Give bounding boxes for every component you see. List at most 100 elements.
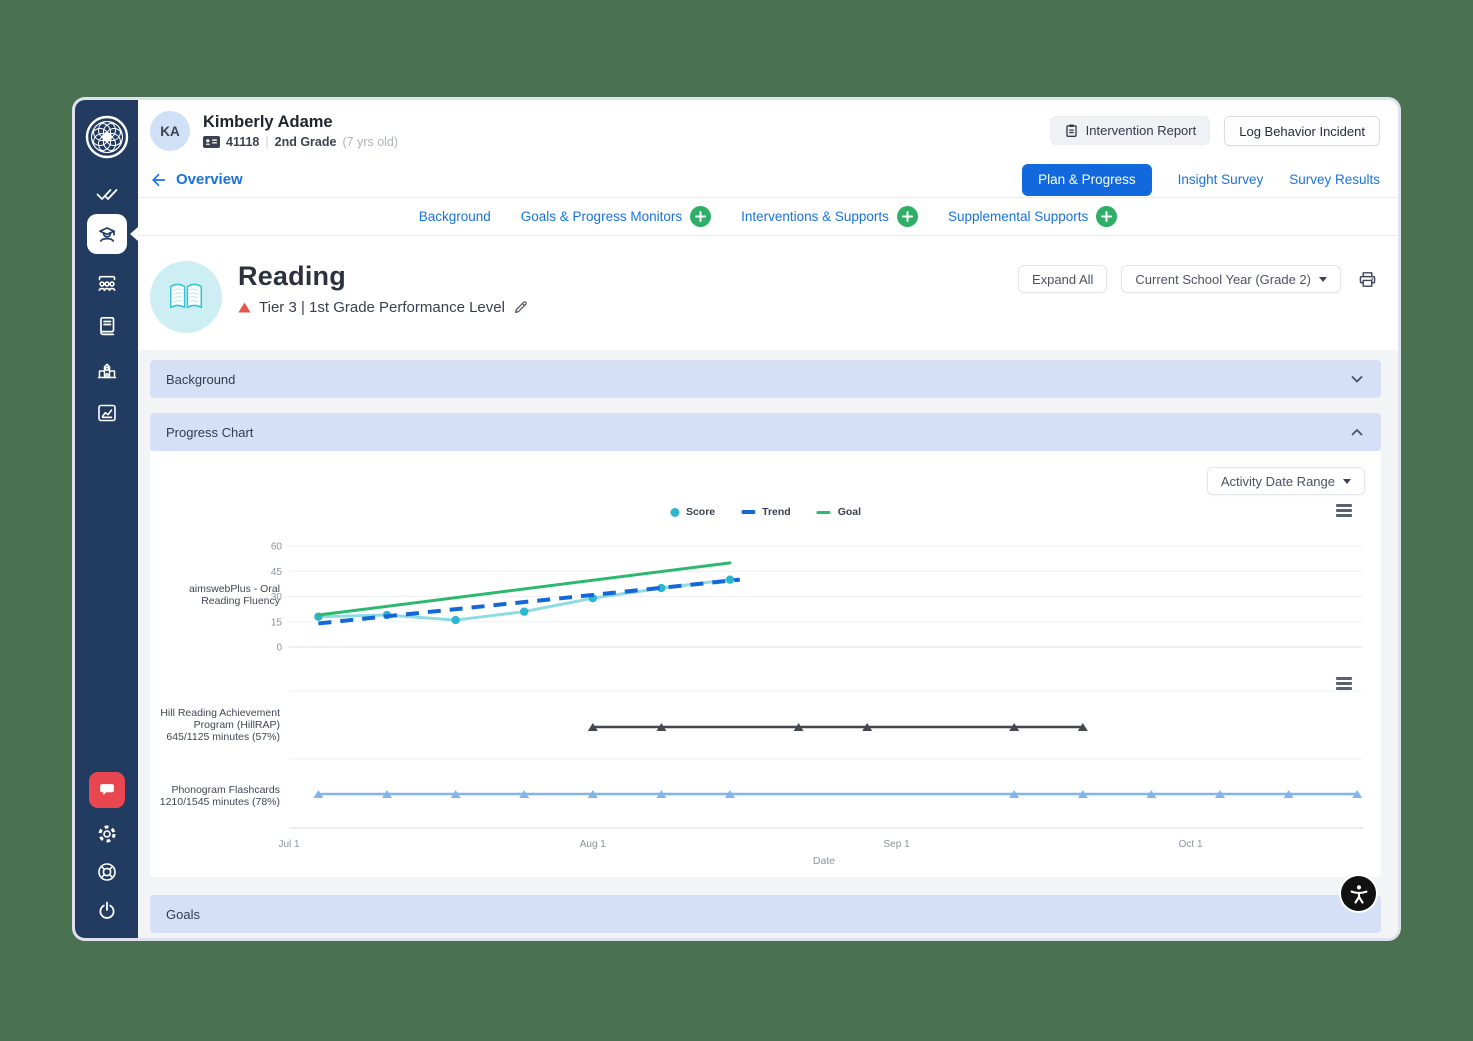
add-goal-button[interactable] xyxy=(690,206,712,227)
intervention-report-label: Intervention Report xyxy=(1085,123,1197,138)
fluency-line-chart: 0 15 30 45 60 xyxy=(271,542,1363,654)
subnav-item-supplemental[interactable]: Supplemental Supports xyxy=(947,209,1089,224)
svg-text:0: 0 xyxy=(276,643,282,654)
logout-button[interactable] xyxy=(95,898,119,922)
help-button[interactable] xyxy=(95,860,119,884)
subnav-item-interventions[interactable]: Interventions & Supports xyxy=(741,209,889,224)
goals-section-header[interactable]: Goals xyxy=(150,895,1381,933)
caret-down-icon xyxy=(1343,478,1351,484)
subnav-item-background[interactable]: Background xyxy=(418,209,491,224)
svg-text:Sep 1: Sep 1 xyxy=(884,839,911,850)
analytics-chart-icon xyxy=(97,404,116,422)
content-area: Background Progress Chart xyxy=(138,350,1398,938)
printer-icon xyxy=(1359,271,1376,287)
avatar: KA xyxy=(150,111,190,151)
student-header: KA Kimberly Adame 41118 | 2nd Gra xyxy=(138,100,1398,162)
legend-score-label: Score xyxy=(685,506,716,518)
back-link[interactable]: Overview xyxy=(150,171,243,189)
legend-trend-label: Trend xyxy=(762,506,791,518)
tab-insight-survey[interactable]: Insight Survey xyxy=(1177,172,1264,187)
log-behavior-label: Log Behavior Incident xyxy=(1239,123,1365,139)
tab-bar: Plan & Progress Insight Survey Survey Re… xyxy=(1022,163,1380,196)
sidebar-item-students[interactable] xyxy=(86,214,127,254)
plus-icon xyxy=(695,211,707,222)
student-info: Kimberly Adame 41118 | 2nd Grade (7 yrs xyxy=(203,113,398,149)
svg-text:60: 60 xyxy=(271,542,283,553)
student-id: 41118 xyxy=(226,135,260,149)
background-section-header[interactable]: Background xyxy=(150,360,1381,398)
accessibility-button[interactable] xyxy=(1341,876,1376,911)
app-logo[interactable] xyxy=(84,114,130,160)
section-subnav: Background Goals & Progress Monitors Int… xyxy=(138,198,1398,236)
progress-chart-section-header[interactable]: Progress Chart xyxy=(150,413,1381,451)
expand-all-label: Expand All xyxy=(1031,271,1094,287)
tab-survey-results[interactable]: Survey Results xyxy=(1289,172,1380,187)
phonogram-minutes: 1210/1545 minutes (78%) xyxy=(159,796,280,808)
student-grade: 2nd Grade xyxy=(274,135,337,149)
expand-all-button[interactable]: Expand All xyxy=(1017,265,1108,293)
power-icon xyxy=(99,901,114,919)
legend-goal-label: Goal xyxy=(837,506,862,518)
goals-section-label: Goals xyxy=(166,906,200,922)
activity-date-range-button[interactable]: Activity Date Range xyxy=(1206,467,1365,495)
goal-marker-icon xyxy=(816,510,831,514)
svg-text:45: 45 xyxy=(271,567,283,578)
add-supplemental-button[interactable] xyxy=(1096,206,1118,227)
legend-item-goal[interactable]: Goal xyxy=(816,506,862,518)
caret-down-icon xyxy=(1319,276,1327,282)
sidebar xyxy=(75,100,138,938)
chat-bubble-icon xyxy=(99,784,114,796)
chevron-down-icon xyxy=(1351,376,1363,383)
row-label-hillrap: Hill Reading Achievement Program (HillRA… xyxy=(154,707,280,743)
interventions-timeline-chart: Jul 1 Aug 1 Sep 1 Oct 1 Date xyxy=(278,690,1363,867)
svg-text:Oct 1: Oct 1 xyxy=(1179,839,1203,850)
life-ring-icon xyxy=(97,863,116,881)
sidebar-item-curriculum[interactable] xyxy=(95,314,119,338)
log-behavior-incident-button[interactable]: Log Behavior Incident xyxy=(1224,116,1380,146)
series-axis-label-fluency: aimswebPlus - Oral Reading Fluency xyxy=(188,583,280,607)
reading-header: Reading Tier 3 | 1st Grade Performance L… xyxy=(138,236,1398,350)
subnav-item-goals[interactable]: Goals & Progress Monitors xyxy=(520,209,683,224)
chat-button[interactable] xyxy=(88,772,125,808)
book-icon xyxy=(99,316,114,336)
legend-item-score[interactable]: Score xyxy=(669,506,716,518)
pencil-edit-icon[interactable] xyxy=(513,300,528,315)
add-intervention-button[interactable] xyxy=(896,206,918,227)
chart-legend: Score Trend Goal xyxy=(669,506,862,518)
intervention-report-button[interactable]: Intervention Report xyxy=(1049,116,1211,145)
plus-icon xyxy=(901,211,913,222)
school-building-icon xyxy=(97,363,116,379)
settings-button[interactable] xyxy=(95,822,119,846)
student-age: (7 yrs old) xyxy=(342,135,399,149)
row-label-phonogram: Phonogram Flashcards 1210/1545 minutes (… xyxy=(154,784,280,808)
tier-triangle-icon xyxy=(238,302,251,313)
double-check-icon xyxy=(96,189,117,200)
legend-item-trend[interactable]: Trend xyxy=(741,506,791,518)
active-item-notch xyxy=(130,227,138,241)
gear-icon xyxy=(98,825,115,843)
page-title: Reading xyxy=(238,261,346,291)
sidebar-item-school[interactable] xyxy=(95,358,119,382)
arrow-left-icon xyxy=(152,173,166,186)
sidebar-item-reports[interactable] xyxy=(95,401,119,425)
student-name: Kimberly Adame xyxy=(203,113,333,131)
sidebar-item-tasks[interactable] xyxy=(95,182,119,206)
chart-menu-button-top[interactable] xyxy=(1336,504,1352,517)
sidebar-item-classes[interactable] xyxy=(95,271,119,295)
school-year-select[interactable]: Current School Year (Grade 2) xyxy=(1121,265,1341,293)
reading-subject-icon xyxy=(150,261,222,333)
back-link-label: Overview xyxy=(176,171,243,188)
school-year-label: Current School Year (Grade 2) xyxy=(1135,271,1311,287)
tab-plan-progress[interactable]: Plan & Progress xyxy=(1022,163,1152,196)
graduate-student-icon xyxy=(98,227,115,242)
background-section-label: Background xyxy=(166,371,236,387)
app-window: KA Kimberly Adame 41118 | 2nd Gra xyxy=(75,100,1398,938)
rosette-logo-icon xyxy=(85,115,128,159)
hillrap-minutes: 645/1125 minutes (57%) xyxy=(166,731,280,743)
nav-row: Overview Plan & Progress Insight Survey … xyxy=(138,162,1398,198)
chart-menu-button-bottom[interactable] xyxy=(1336,677,1352,690)
clipboard-icon xyxy=(1066,124,1077,137)
main-area: KA Kimberly Adame 41118 | 2nd Gra xyxy=(138,100,1398,938)
print-button[interactable] xyxy=(1355,265,1380,293)
